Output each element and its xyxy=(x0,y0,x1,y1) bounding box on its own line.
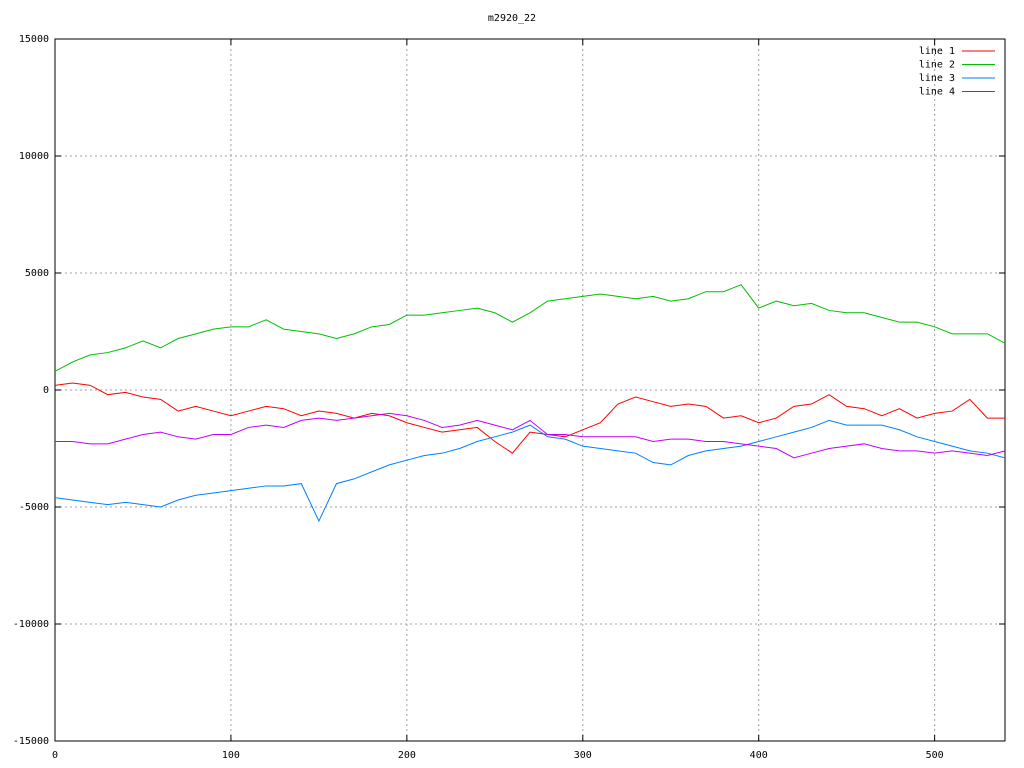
y-tick-label: -10000 xyxy=(13,619,49,630)
y-tick-label: 0 xyxy=(43,385,49,396)
x-tick-label: 200 xyxy=(398,750,416,761)
legend-label: line 2 xyxy=(919,60,955,71)
x-tick-label: 100 xyxy=(222,750,240,761)
x-tick-label: 400 xyxy=(750,750,768,761)
legend-label: line 4 xyxy=(919,87,955,98)
y-tick-label: 5000 xyxy=(25,268,49,279)
y-tick-label: -5000 xyxy=(19,502,49,513)
x-tick-label: 500 xyxy=(926,750,944,761)
legend-label: line 3 xyxy=(919,73,955,84)
x-tick-label: 0 xyxy=(52,750,58,761)
series-line xyxy=(54,284,1006,372)
series-line xyxy=(55,412,1006,459)
legend-label: line 1 xyxy=(919,46,955,57)
y-tick-label: 15000 xyxy=(19,34,49,45)
y-tick-label: -15000 xyxy=(13,736,49,747)
series-line xyxy=(54,419,1006,523)
plot-frame xyxy=(54,38,1006,742)
chart-title: m2920_22 xyxy=(488,13,536,24)
y-tick-label: 10000 xyxy=(19,151,49,162)
x-tick-label: 300 xyxy=(574,750,592,761)
series-line xyxy=(54,382,1005,454)
